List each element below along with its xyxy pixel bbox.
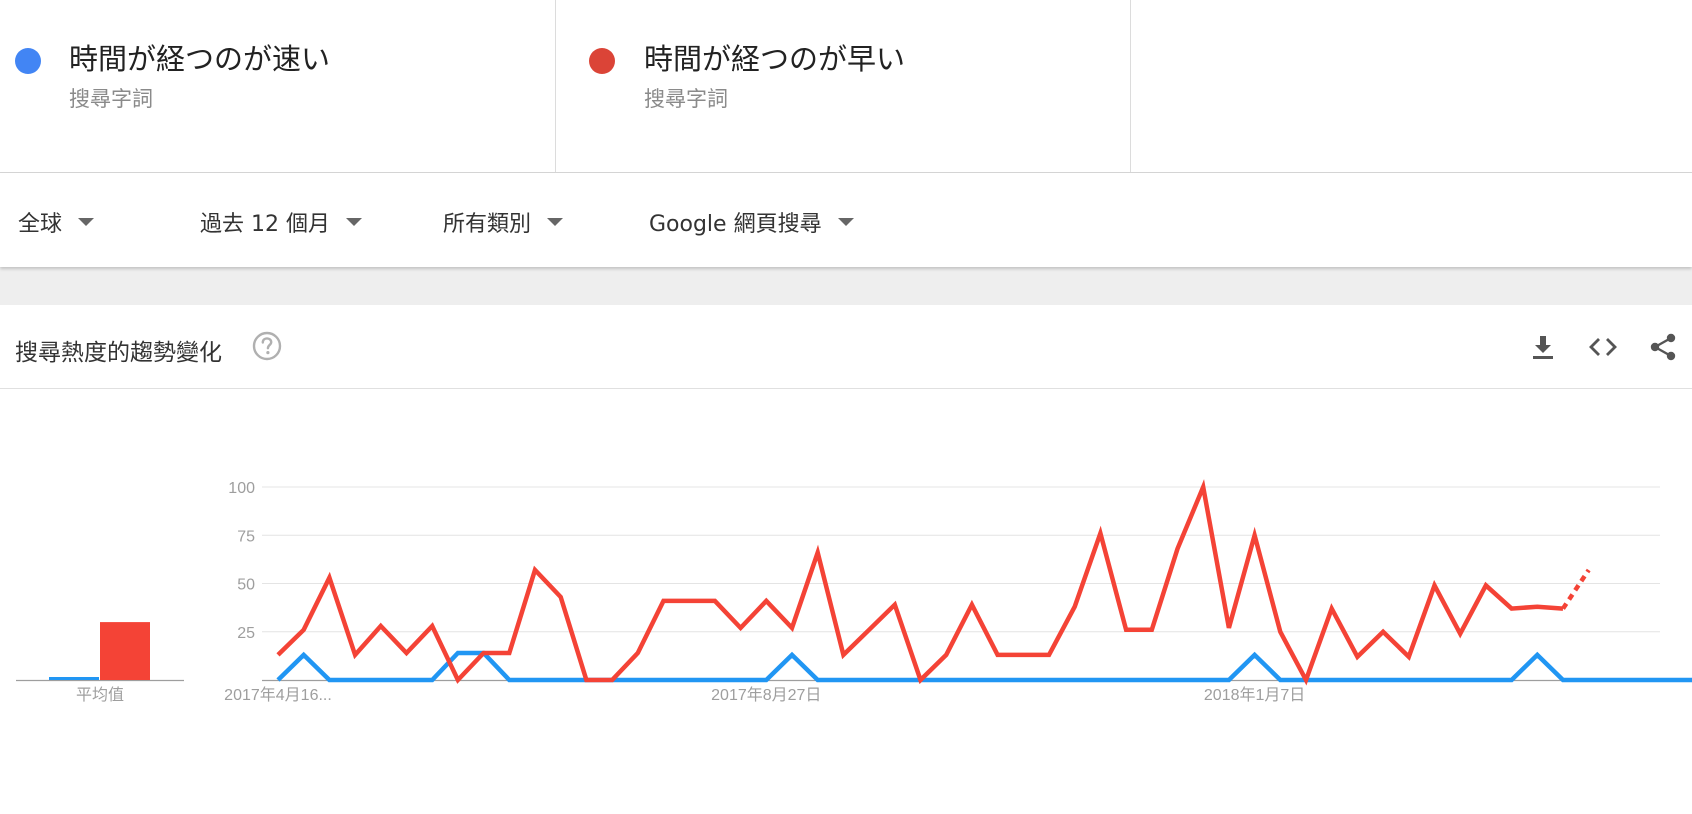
- section-divider: [0, 267, 1692, 305]
- y-axis-ticks: 25 50 75 100: [228, 480, 255, 642]
- average-bar-2: [100, 622, 150, 680]
- card-header: 搜尋熱度的趨勢變化: [0, 305, 1692, 389]
- term-1-name: 時間が経つのが速い: [69, 42, 331, 76]
- region-dropdown[interactable]: 全球: [18, 206, 95, 238]
- share-icon[interactable]: [1647, 331, 1679, 363]
- chart-grid: [16, 486, 1660, 682]
- x-axis-ticks: 2017年4月16... 2017年8月27日 2018年1月7日: [224, 686, 1305, 704]
- x-tick-label: 2017年8月27日: [711, 686, 821, 704]
- series-2-partial-line: [1561, 568, 1591, 610]
- filter-bar: 全球 過去 12 個月 所有類別 Google 網頁搜尋: [0, 173, 1692, 267]
- search-term-1[interactable]: 時間が経つのが速い 搜尋字詞: [0, 0, 556, 172]
- average-label: 平均值: [76, 686, 124, 704]
- x-tick-label: 2018年1月7日: [1204, 686, 1305, 704]
- series-lines: [276, 479, 1692, 686]
- average-bar-1: [49, 677, 99, 680]
- search-type-dropdown[interactable]: Google 網頁搜尋: [649, 206, 854, 238]
- series-1-line: [276, 650, 1692, 683]
- series-2-line: [276, 479, 1564, 686]
- term-2-color-dot: [589, 48, 615, 74]
- time-range-label: 過去 12 個月: [200, 212, 330, 237]
- y-tick-label-50: 50: [237, 577, 255, 594]
- interest-over-time-card: 搜尋熱度的趨勢變化 25 50 75 100 2017年4月16... 2017年8月2…: [0, 305, 1692, 814]
- chevron-down-icon: [345, 218, 362, 226]
- help-icon[interactable]: [252, 331, 282, 361]
- x-tick-label: 2017年4月16...: [224, 686, 332, 704]
- category-label: 所有類別: [443, 212, 532, 237]
- chevron-down-icon: [78, 218, 95, 226]
- y-tick-label-100: 100: [228, 480, 255, 497]
- embed-icon[interactable]: [1587, 331, 1619, 363]
- term-1-color-dot: [15, 48, 41, 74]
- card-title: 搜尋熱度的趨勢變化: [15, 340, 222, 366]
- term-2-type: 搜尋字詞: [644, 87, 728, 111]
- search-term-2[interactable]: 時間が経つのが早い 搜尋字詞: [556, 0, 1131, 172]
- download-icon[interactable]: [1527, 331, 1559, 363]
- trend-chart: 25 50 75 100 2017年4月16... 2017年8月27日 2018年1月7…: [16, 479, 1692, 704]
- average-bars: 平均值: [49, 622, 150, 704]
- time-range-dropdown[interactable]: 過去 12 個月: [200, 206, 362, 238]
- category-dropdown[interactable]: 所有類別: [443, 206, 564, 238]
- chevron-down-icon: [837, 218, 854, 226]
- search-type-label: Google 網頁搜尋: [649, 212, 822, 237]
- chevron-down-icon: [547, 218, 564, 226]
- term-1-type: 搜尋字詞: [69, 87, 153, 111]
- term-2-name: 時間が経つのが早い: [644, 42, 906, 76]
- y-tick-label-75: 75: [237, 528, 255, 545]
- region-label: 全球: [18, 212, 63, 237]
- y-tick-label-25: 25: [237, 625, 255, 642]
- compare-terms-bar: 時間が経つのが速い 搜尋字詞 時間が経つのが早い 搜尋字詞: [0, 0, 1692, 173]
